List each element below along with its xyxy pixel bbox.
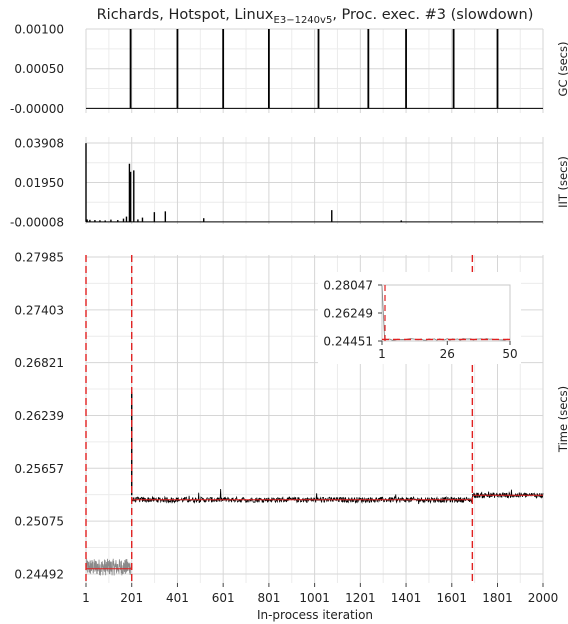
inset-y-tick-label: 0.28047 — [323, 279, 373, 293]
x-tick-label: 1201 — [345, 591, 376, 605]
x-tick-label: 201 — [120, 591, 143, 605]
gc-panel: 0.00100 0.00050 -0.00000 GC (secs) — [10, 23, 568, 116]
chart-title-suffix: , Proc. exec. #3 (slowdown) — [332, 7, 533, 23]
time-steady-series — [131, 489, 544, 505]
chart-title: Richards, Hotspot, LinuxE3−1240v5, Proc.… — [97, 7, 534, 26]
iit-panel: 0.03908 0.01950 -0.00008 IIT (secs) — [10, 137, 568, 230]
x-tick-label: 1801 — [482, 591, 513, 605]
gc-series — [86, 29, 543, 109]
inset-background — [318, 272, 521, 364]
inset-x-tick-label: 50 — [502, 347, 517, 361]
inset-x-tick-label: 26 — [440, 347, 455, 361]
iit-y-tick-label: 0.01950 — [14, 176, 64, 190]
time-warmup-series — [85, 558, 133, 576]
time-y-tick-label: 0.25657 — [14, 462, 64, 476]
iit-grid — [85, 137, 544, 224]
x-tick-label: 1 — [82, 591, 90, 605]
gc-y-ticks: 0.00100 0.00050 -0.00000 — [10, 23, 64, 116]
iit-y-tick-label: -0.00008 — [10, 216, 64, 230]
chart-title-prefix: Richards, Hotspot, Linux — [97, 7, 274, 23]
iit-y-ticks: 0.03908 0.01950 -0.00008 — [10, 137, 64, 230]
gc-grid — [85, 28, 544, 113]
gc-y-tick-label: 0.00100 — [14, 23, 64, 37]
x-tick-label: 801 — [257, 591, 280, 605]
inset-plot: 0.28047 0.26249 0.24451 1 26 50 — [318, 272, 521, 364]
x-tick-label: 1401 — [391, 591, 422, 605]
time-y-tick-label: 0.25075 — [14, 515, 64, 529]
inset-y-tick-label: 0.24451 — [323, 335, 373, 349]
time-y-axis-label: Time (secs) — [556, 386, 568, 453]
time-y-ticks: 0.27985 0.27403 0.26821 0.26239 0.25657 0.250… — [14, 251, 64, 582]
iit-y-tick-label: 0.03908 — [14, 137, 64, 151]
x-tick-label: 2000 — [528, 591, 559, 605]
time-y-tick-label: 0.27985 — [14, 251, 64, 265]
inset-x-tick-label: 1 — [378, 347, 386, 361]
time-y-tick-label: 0.24492 — [14, 568, 64, 582]
x-tick-label: 1001 — [299, 591, 330, 605]
gc-y-tick-label: -0.00000 — [10, 102, 64, 116]
inset-y-tick-label: 0.26249 — [323, 307, 373, 321]
x-tick-label: 401 — [166, 591, 189, 605]
x-axis: 1 201 401 601 801 1001 1201 1401 1601 1801 2000 — [82, 583, 558, 605]
time-overlay — [85, 255, 543, 583]
time-y-tick-label: 0.26239 — [14, 409, 64, 423]
time-panel: 0.27985 0.27403 0.26821 0.26239 0.25657 0.250… — [14, 251, 568, 583]
gc-y-axis-label: GC (secs) — [556, 42, 568, 97]
x-tick-label: 601 — [212, 591, 235, 605]
x-axis-label: In-process iteration — [257, 608, 373, 622]
iit-y-axis-label: IIT (secs) — [556, 156, 568, 208]
inset-series — [381, 285, 511, 341]
x-tick-label: 1601 — [437, 591, 468, 605]
time-y-tick-label: 0.27403 — [14, 303, 64, 317]
iit-series — [85, 143, 543, 223]
gc-y-tick-label: 0.00050 — [14, 62, 64, 76]
time-y-tick-label: 0.26821 — [14, 356, 64, 370]
chart-title-subscript: E3−1240v5 — [274, 15, 333, 26]
